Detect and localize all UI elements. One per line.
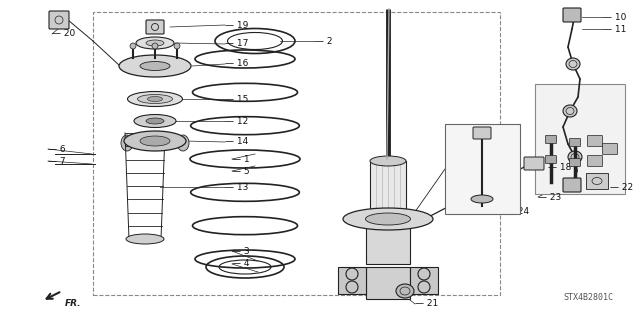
Text: — 13: — 13 [225,182,248,191]
Ellipse shape [124,131,186,151]
Text: — 2: — 2 [315,36,333,46]
Ellipse shape [396,284,414,298]
FancyBboxPatch shape [146,20,164,34]
Ellipse shape [138,94,173,103]
Ellipse shape [127,92,182,107]
Text: — 11: — 11 [603,25,627,33]
Ellipse shape [177,135,189,151]
Bar [366,267,410,299]
Bar [410,267,438,294]
Text: — 18: — 18 [548,162,572,172]
Text: — 8: — 8 [358,207,376,217]
Text: — 17: — 17 [225,40,248,48]
Bar [586,173,608,189]
Ellipse shape [146,118,164,124]
Ellipse shape [563,105,577,117]
Ellipse shape [566,58,580,70]
FancyBboxPatch shape [570,159,580,167]
Ellipse shape [568,151,582,163]
Text: — 23: — 23 [538,192,561,202]
Ellipse shape [370,156,406,166]
Ellipse shape [121,135,133,151]
Text: — 3: — 3 [232,247,250,256]
Text: FR.: FR. [65,300,81,308]
Ellipse shape [119,55,191,77]
Text: — 22: — 22 [610,182,633,191]
Text: — 6: — 6 [48,145,66,153]
FancyBboxPatch shape [545,136,557,144]
Ellipse shape [147,97,163,101]
Text: — 9: — 9 [358,220,376,229]
FancyBboxPatch shape [570,138,580,146]
FancyBboxPatch shape [563,8,581,22]
Text: — 14: — 14 [225,137,248,146]
Bar [366,221,410,264]
Circle shape [152,43,158,49]
FancyBboxPatch shape [563,178,581,192]
Text: — 24: — 24 [506,206,529,216]
Text: — 15: — 15 [225,94,248,103]
FancyBboxPatch shape [473,127,491,139]
Bar [445,124,520,214]
Text: — 10: — 10 [603,12,627,21]
Text: — 5: — 5 [232,167,250,175]
Ellipse shape [471,195,493,203]
Text: — 19: — 19 [225,20,248,29]
Ellipse shape [136,37,174,49]
Text: — 21: — 21 [415,300,438,308]
Bar [93,12,500,295]
Ellipse shape [140,62,170,70]
FancyBboxPatch shape [588,155,602,167]
Circle shape [130,43,136,49]
FancyBboxPatch shape [49,11,69,29]
Text: — 16: — 16 [225,60,248,69]
Bar [370,161,406,219]
Ellipse shape [146,40,164,46]
FancyBboxPatch shape [588,136,602,146]
FancyBboxPatch shape [545,155,557,164]
Text: STX4B2801C: STX4B2801C [563,293,613,301]
Ellipse shape [134,115,176,128]
Ellipse shape [140,136,170,146]
Bar [338,267,366,294]
Ellipse shape [126,234,164,244]
Ellipse shape [343,208,433,230]
Text: — 1: — 1 [232,154,250,164]
Text: — 12: — 12 [225,116,248,125]
FancyBboxPatch shape [602,144,618,154]
Ellipse shape [365,213,410,225]
Text: — 4: — 4 [232,259,250,269]
Circle shape [174,43,180,49]
Bar [535,84,625,194]
FancyBboxPatch shape [524,157,544,170]
Text: — 20: — 20 [52,29,76,39]
Text: — 7: — 7 [48,157,66,166]
